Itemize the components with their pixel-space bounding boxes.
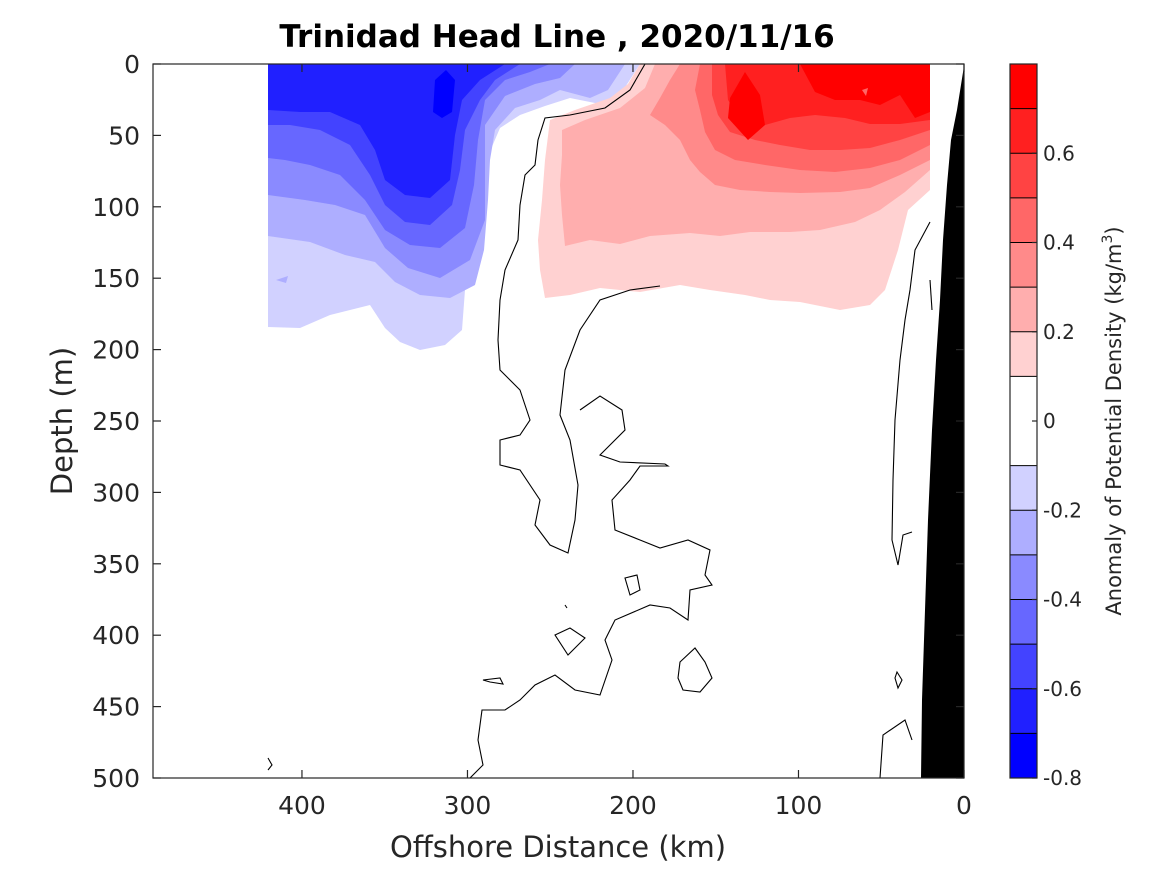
contour-spot-positive-small: [862, 88, 868, 96]
x-tick-label: 0: [956, 791, 972, 820]
colorbar-tick-label: -0.8: [1043, 766, 1082, 790]
x-axis-label: Offshore Distance (km): [390, 830, 726, 864]
zero-contour-bottom-left: [267, 757, 273, 771]
colorbar-tick-label: -0.2: [1043, 498, 1082, 522]
contour-band-positive-0.7: [728, 64, 930, 140]
zero-contour-nearshore-bottom: [879, 719, 913, 778]
y-axis: 0 50 100 150 200 250 300 350 400 450 500: [92, 50, 964, 793]
zero-contour-shore-edge: [929, 279, 933, 311]
y-axis-label: Depth (m): [45, 347, 79, 495]
colorbar-swatch: [1010, 733, 1037, 778]
colorbar: 0.6 0.4 0.2 0 -0.2 -0.4 -0.6 -0.8: [1009, 63, 1082, 790]
colorbar-swatch: [1010, 688, 1037, 734]
colorbar-swatch: [1010, 64, 1037, 109]
zero-contour-dot: [564, 604, 568, 609]
zero-contour-branch: [469, 395, 713, 778]
zero-contour-nearshore-loop: [894, 670, 903, 690]
colorbar-label-superscript: 3: [1100, 235, 1116, 244]
colorbar-swatch: [1010, 197, 1037, 243]
zero-contour-loop-4: [482, 677, 504, 685]
zero-contour-loop-1: [624, 574, 641, 596]
colorbar-tick-label: 0.6: [1043, 141, 1075, 165]
colorbar-swatch: [1010, 108, 1037, 154]
y-tick-label: 450: [92, 693, 140, 722]
colorbar-swatch: [1010, 599, 1037, 645]
colorbar-tick-label: -0.4: [1043, 588, 1082, 612]
colorbar-label-main: Anomaly of Potential Density (kg/m: [1102, 244, 1126, 616]
y-tick-label: 150: [92, 264, 140, 293]
chart-title: Trinidad Head Line , 2020/11/16: [279, 19, 834, 55]
x-axis: 400 300 200 100 0: [278, 64, 972, 820]
zero-contour-lines: [267, 64, 933, 778]
x-tick-label: 400: [278, 791, 326, 820]
colorbar-swatch: [1010, 554, 1037, 600]
contour-spot-negative: [276, 276, 288, 283]
colorbar-swatch: [1010, 331, 1037, 377]
zero-contour-main: [497, 64, 661, 554]
y-tick-label: 300: [92, 478, 140, 507]
contour-spot-positive: [630, 206, 634, 214]
colorbar-label: Anomaly of Potential Density (kg/m3): [1100, 226, 1126, 615]
zero-contour-loop-2: [554, 627, 586, 656]
x-tick-label: 100: [775, 791, 823, 820]
colorbar-tick-label: 0.2: [1043, 320, 1075, 344]
colorbar-tick-label: -0.6: [1043, 677, 1082, 701]
y-tick-label: 200: [92, 336, 140, 365]
colorbar-tick-label: 0.4: [1043, 231, 1075, 255]
y-tick-label: 100: [92, 193, 140, 222]
colorbar-swatch: [1010, 242, 1037, 288]
colorbar-swatch: [1010, 510, 1037, 555]
x-tick-label: 300: [444, 791, 492, 820]
y-tick-label: 350: [92, 550, 140, 579]
colorbar-swatch: [1010, 465, 1037, 511]
colorbar-tick-label: 0: [1043, 409, 1056, 433]
contour-band-negative-0.7: [433, 70, 455, 118]
colorbar-swatch: [1010, 287, 1037, 332]
bathymetry-shelf: [921, 66, 964, 778]
zero-contour-nearshore: [891, 221, 931, 566]
zero-contour-loop-3: [677, 647, 713, 693]
colorbar-swatch: [1010, 644, 1037, 689]
y-tick-label: 500: [92, 764, 140, 793]
y-tick-label: 0: [124, 50, 140, 79]
colorbar-swatch: [1010, 153, 1037, 198]
x-tick-label: 200: [609, 791, 657, 820]
y-tick-label: 400: [92, 621, 140, 650]
y-tick-label: 50: [108, 121, 140, 150]
colorbar-label-end: ): [1102, 226, 1126, 234]
density-contours: [267, 64, 964, 778]
y-tick-label: 250: [92, 407, 140, 436]
